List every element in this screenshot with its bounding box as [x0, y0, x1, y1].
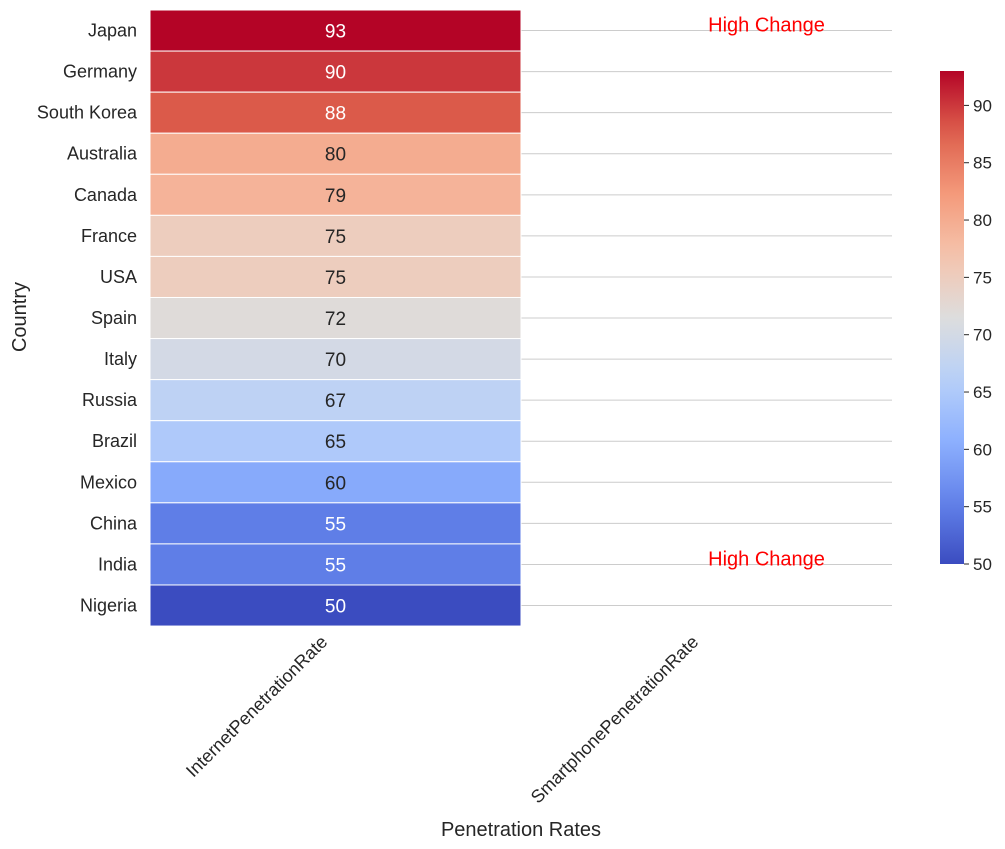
y-tick-label: India — [98, 554, 138, 574]
cell-labels: 93 90 88 80 79 75 75 72 70 67 65 60 55 55 50 — [325, 22, 346, 618]
colorbar-tick-label: 80 — [973, 211, 992, 230]
cell-value-label: 50 — [325, 597, 346, 618]
cell-value-label: 79 — [325, 186, 346, 207]
y-tick-labels: Japan Germany South Korea Australia Canada Fr… — [37, 21, 138, 616]
y-tick-label: Nigeria — [80, 596, 138, 616]
cell-value-label: 60 — [325, 473, 346, 494]
cell-value-label: 55 — [325, 514, 346, 535]
y-tick-label: Spain — [91, 308, 137, 328]
heatmap-cell — [149, 9, 522, 52]
heatmap-cell — [149, 50, 522, 93]
heatmap-cell — [149, 461, 522, 504]
x-tick-labels: InternetPenetrationRate SmartphonePenetra… — [182, 632, 702, 807]
heatmap-cell — [149, 91, 522, 134]
cell-value-label: 72 — [325, 309, 346, 330]
cell-value-label: 88 — [325, 104, 346, 125]
heatmap-cell — [149, 420, 522, 463]
x-tick-label: SmartphonePenetrationRate — [527, 632, 702, 807]
cell-value-label: 67 — [325, 391, 346, 412]
heatmap-cells — [149, 9, 522, 627]
heatmap-cell — [149, 132, 522, 175]
y-tick-label: Russia — [82, 390, 138, 410]
heatmap-cell — [149, 584, 522, 627]
cell-value-label: 93 — [325, 22, 346, 43]
x-tick-label: InternetPenetrationRate — [182, 632, 331, 781]
heatmap-cell — [149, 296, 522, 340]
colorbar-tick-label: 55 — [973, 498, 992, 517]
annotation-label: High Change — [708, 15, 825, 37]
heatmap-cell — [149, 255, 522, 298]
cell-value-label: 80 — [325, 145, 346, 166]
annotation-label: High Change — [708, 548, 825, 570]
heatmap-cell — [149, 502, 522, 545]
cell-value-label: 70 — [325, 350, 346, 371]
colorbar-tick-label: 60 — [973, 440, 992, 459]
colorbar-tick-label: 65 — [973, 383, 992, 402]
y-tick-label: Australia — [67, 144, 138, 164]
y-tick-label: Canada — [74, 185, 138, 205]
heatmap-cell — [149, 379, 522, 422]
y-tick-label: France — [81, 226, 137, 246]
y-tick-label: China — [90, 513, 138, 533]
x-axis-title: Penetration Rates — [441, 819, 601, 841]
cell-value-label: 75 — [325, 227, 346, 248]
cell-value-label: 55 — [325, 555, 346, 576]
colorbar-tick-label: 70 — [973, 326, 992, 345]
colorbar: 50 55 60 65 70 75 80 85 90 — [940, 71, 992, 574]
y-tick-label: Japan — [88, 21, 137, 41]
y-tick-label: Mexico — [80, 472, 137, 492]
y-tick-label: Italy — [104, 349, 137, 369]
colorbar-tick-label: 75 — [973, 268, 992, 287]
y-tick-label: Brazil — [92, 431, 137, 451]
colorbar-tick-label: 50 — [973, 555, 992, 574]
cell-value-label: 90 — [325, 63, 346, 84]
colorbar-tick-label: 90 — [973, 96, 992, 115]
colorbar-tick-label: 85 — [973, 154, 992, 173]
annotations: High Change High Change — [708, 15, 825, 571]
y-tick-label: Germany — [63, 62, 137, 82]
cell-value-label: 75 — [325, 268, 346, 289]
cell-value-label: 65 — [325, 432, 346, 453]
heatmap-cell — [149, 543, 522, 586]
y-axis-title: Country — [9, 282, 31, 352]
colorbar-gradient — [940, 71, 964, 564]
heatmap-cell — [149, 338, 522, 381]
y-tick-label: USA — [100, 267, 137, 287]
y-tick-label: South Korea — [37, 103, 138, 123]
